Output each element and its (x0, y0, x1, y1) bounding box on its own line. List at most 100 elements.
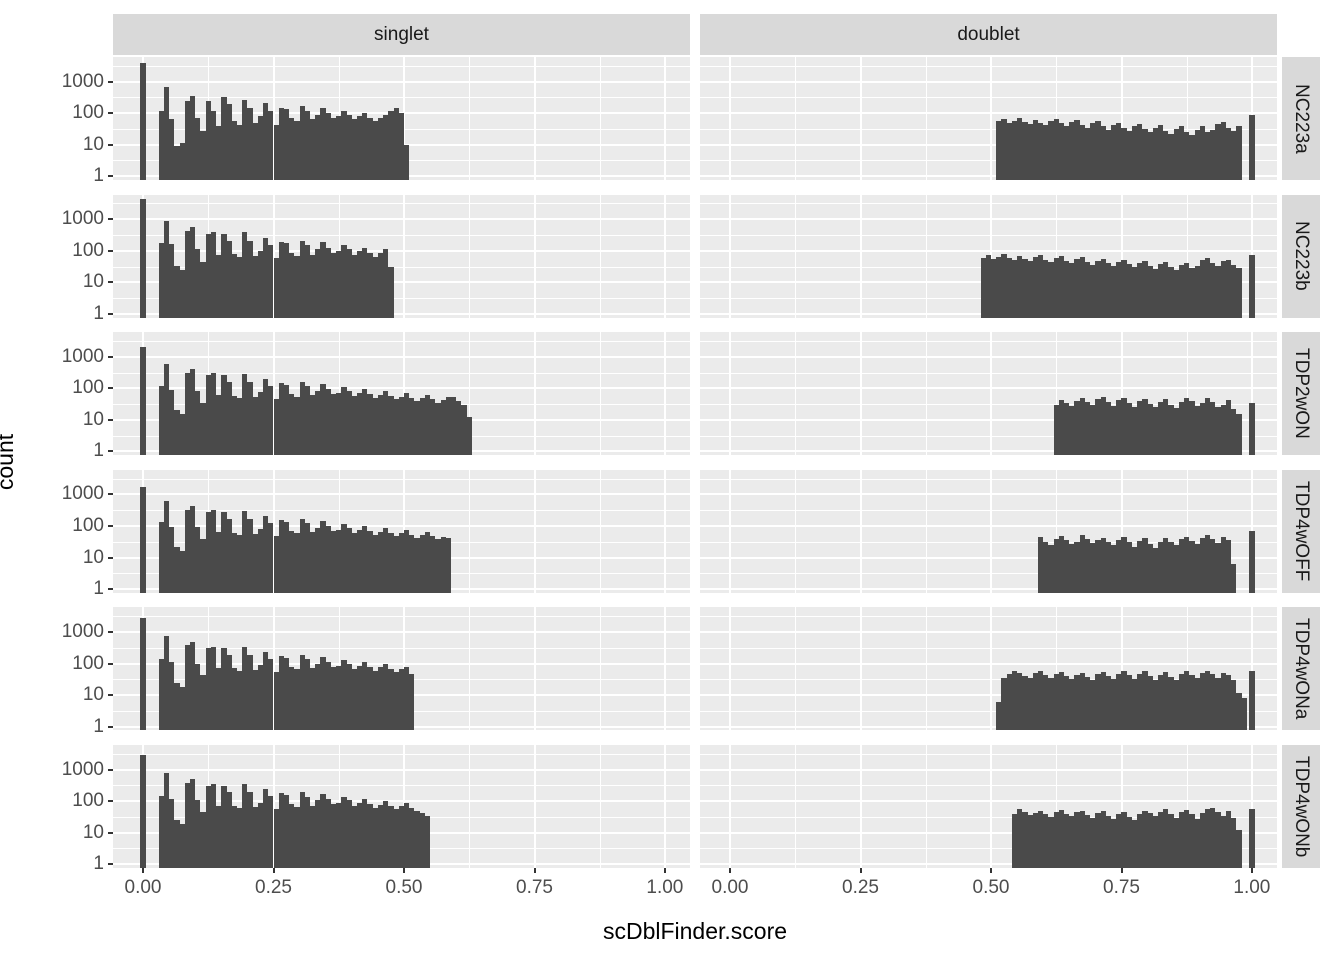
histogram-bar (367, 531, 373, 593)
histogram-bar (372, 670, 378, 731)
y-tick-label: 1 (93, 165, 104, 187)
facet-row-strip-NC223b: NC223b (1282, 194, 1320, 318)
histogram-bar (1194, 129, 1200, 180)
histogram-bar (268, 796, 274, 868)
histogram-bar (263, 515, 269, 593)
gridline-y-minor (700, 710, 1277, 712)
histogram-bar (1126, 130, 1132, 180)
histogram-bar (289, 393, 295, 456)
histogram-bar (1178, 812, 1185, 868)
facet-row-strip-TDP4wONa: TDP4wONa (1282, 607, 1320, 731)
histogram-bar (1199, 673, 1205, 731)
gridline-y-minor (700, 541, 1277, 543)
histogram-bar (1100, 671, 1106, 731)
gridline-x-major (729, 57, 731, 180)
x-tick-label: 0.25 (255, 877, 292, 898)
histogram-bar (273, 808, 279, 868)
histogram-bar (268, 385, 274, 456)
x-tick-mark (1250, 868, 1253, 873)
histogram-bar (1173, 545, 1179, 593)
histogram-bar (1043, 259, 1049, 318)
histogram-bar (158, 658, 164, 731)
histogram-bar (289, 666, 295, 731)
histogram-bar (1017, 809, 1023, 868)
histogram-bar (1236, 125, 1242, 180)
histogram-bar (184, 372, 190, 456)
histogram-bar (195, 527, 201, 593)
histogram-bar (1204, 809, 1211, 868)
histogram-bar (398, 806, 404, 868)
histogram-bar (325, 662, 331, 731)
histogram-bar (1142, 260, 1148, 318)
histogram-bar (320, 242, 326, 318)
gridline-x-major (729, 194, 731, 318)
gridline-y-major (113, 112, 690, 115)
histogram-bar (1126, 675, 1132, 731)
histogram-bar (1116, 673, 1122, 731)
x-tick-label: 0.75 (516, 877, 553, 898)
gridline-y-minor (700, 404, 1277, 406)
gridline-x-major (663, 745, 666, 868)
histogram-bar (1090, 817, 1096, 868)
y-tick-mark (108, 768, 113, 771)
y-tick-mark (108, 725, 113, 728)
histogram-bar (372, 807, 378, 868)
histogram-bar (257, 392, 264, 456)
histogram-bar (1006, 258, 1012, 318)
histogram-bar (1152, 127, 1158, 180)
y-tick-label: 10 (82, 546, 104, 568)
histogram-bar (278, 241, 284, 318)
gridline-y-minor (113, 616, 690, 618)
y-tick-mark (108, 863, 113, 866)
gridline-y-minor (113, 65, 690, 67)
y-tick-label: 1 (93, 715, 104, 737)
histogram-bar (1131, 678, 1138, 731)
histogram-bar (1184, 671, 1190, 731)
histogram-bar (1142, 398, 1148, 456)
gridline-y-minor (113, 372, 690, 374)
histogram-bar (189, 505, 196, 593)
histogram-bar (179, 414, 185, 456)
gridline-y-minor (113, 510, 690, 512)
histogram-bar (221, 512, 227, 593)
gridline-y-minor (700, 435, 1277, 437)
histogram-bar (1095, 121, 1101, 180)
histogram-bar (1178, 264, 1185, 318)
histogram-bar (294, 669, 300, 731)
histogram-bar (1173, 680, 1179, 731)
histogram-bar (1100, 811, 1106, 868)
histogram-bar (336, 116, 342, 180)
histogram-bar (1220, 536, 1226, 593)
histogram-bar (1215, 266, 1221, 318)
histogram-bar (1249, 114, 1255, 180)
histogram-bar (1100, 126, 1106, 180)
histogram-bar (1249, 530, 1255, 593)
histogram-bar (383, 249, 389, 318)
histogram-bar (1090, 404, 1096, 456)
histogram-bar (169, 243, 175, 318)
gridline-x-minor (925, 332, 927, 456)
histogram-bar (1006, 673, 1012, 731)
histogram-bar (1079, 810, 1085, 868)
histogram-bar (289, 530, 295, 593)
histogram-bar (1037, 122, 1044, 180)
histogram-bar (1069, 405, 1075, 456)
histogram-bar (372, 534, 378, 593)
histogram-bar (210, 232, 217, 318)
gridline-y-major (700, 387, 1277, 390)
gridline-y-major (113, 493, 690, 496)
histogram-bar (1011, 813, 1018, 868)
histogram-bar (1210, 129, 1216, 180)
histogram-bar (247, 792, 253, 868)
gridline-x-minor (1186, 469, 1188, 593)
histogram-bar (140, 755, 146, 868)
histogram-bar (419, 398, 425, 456)
histogram-bar (1199, 402, 1205, 456)
histogram-bar (1142, 538, 1148, 593)
histogram-bar (1053, 404, 1059, 456)
histogram-bar (289, 803, 295, 868)
histogram-bar (461, 404, 467, 456)
histogram-bar (205, 785, 211, 868)
histogram-bar (1231, 817, 1237, 868)
histogram-bar (242, 510, 248, 593)
